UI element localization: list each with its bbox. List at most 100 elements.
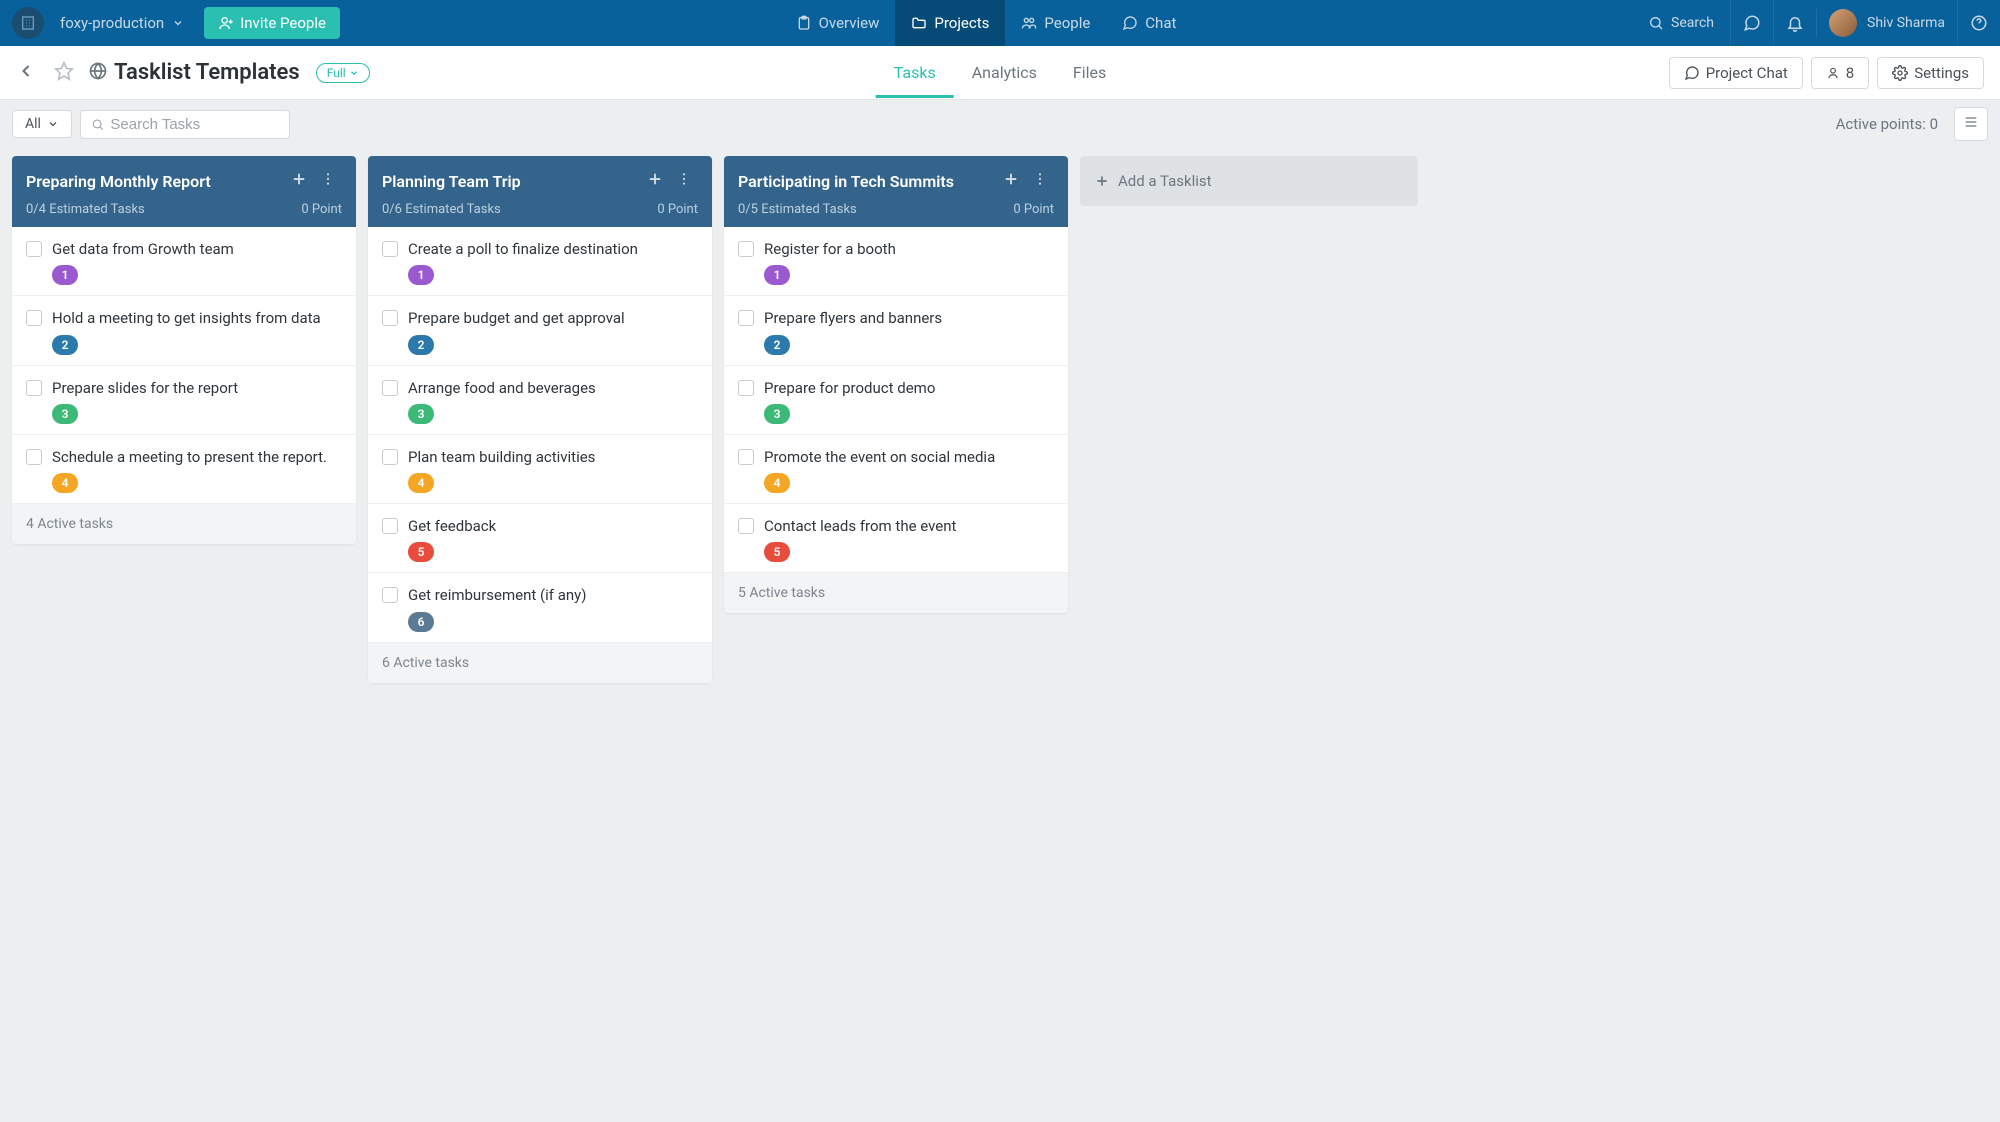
board: Preparing Monthly Report 0/4 Estimated T…	[0, 148, 2000, 707]
members-button[interactable]: 8	[1811, 57, 1869, 89]
more-vertical-icon	[676, 171, 692, 187]
active-points-value: 0	[1930, 115, 1938, 133]
task-title: Create a poll to finalize destination	[408, 239, 638, 259]
settings-button[interactable]: Settings	[1877, 57, 1984, 89]
filter-label: All	[25, 116, 41, 132]
task-order-badge: 1	[764, 265, 790, 285]
visibility-icon-wrap	[82, 61, 114, 85]
task-checkbox[interactable]	[738, 449, 754, 465]
task-card[interactable]: Arrange food and beverages 3	[368, 366, 712, 435]
task-checkbox[interactable]	[26, 449, 42, 465]
tab-files[interactable]: Files	[1055, 47, 1124, 98]
tasklist-column: Planning Team Trip 0/6 Estimated Tasks 0…	[368, 156, 712, 683]
nav-people[interactable]: People	[1005, 0, 1106, 46]
column-name: Participating in Tech Summits	[738, 172, 996, 191]
task-card[interactable]: Create a poll to finalize destination 1	[368, 227, 712, 296]
plus-icon	[1002, 170, 1020, 188]
more-vertical-icon	[1032, 171, 1048, 187]
global-search[interactable]: Search	[1632, 15, 1730, 31]
task-card[interactable]: Prepare budget and get approval 2	[368, 296, 712, 365]
task-card[interactable]: Contact leads from the event 5	[724, 504, 1068, 573]
task-card[interactable]: Prepare slides for the report 3	[12, 366, 356, 435]
nav-overview[interactable]: Overview	[780, 0, 896, 46]
plus-icon	[1094, 173, 1110, 189]
chat-icon	[1122, 15, 1138, 31]
search-icon	[1648, 15, 1664, 31]
column-more-button[interactable]	[670, 171, 698, 191]
task-title: Get reimbursement (if any)	[408, 585, 586, 605]
task-checkbox[interactable]	[26, 380, 42, 396]
task-card[interactable]: Get reimbursement (if any) 6	[368, 573, 712, 642]
plus-icon	[646, 170, 664, 188]
task-order-badge: 4	[52, 473, 78, 493]
avatar	[1829, 9, 1857, 37]
chevron-left-icon	[16, 61, 36, 81]
column-more-button[interactable]	[1026, 171, 1054, 191]
task-search[interactable]	[80, 110, 290, 139]
back-button[interactable]	[16, 61, 46, 85]
task-card[interactable]: Schedule a meeting to present the report…	[12, 435, 356, 504]
task-checkbox[interactable]	[738, 380, 754, 396]
task-card[interactable]: Prepare for product demo 3	[724, 366, 1068, 435]
filter-dropdown[interactable]: All	[12, 110, 72, 138]
tasklist-column: Preparing Monthly Report 0/4 Estimated T…	[12, 156, 356, 544]
nav-chat[interactable]: Chat	[1106, 0, 1192, 46]
gear-icon	[1892, 65, 1908, 81]
nav-projects[interactable]: Projects	[895, 0, 1005, 46]
task-checkbox[interactable]	[382, 587, 398, 603]
project-chat-button[interactable]: Project Chat	[1669, 57, 1803, 89]
task-checkbox[interactable]	[382, 449, 398, 465]
column-points: 0 Point	[657, 202, 698, 217]
task-order-badge: 1	[408, 265, 434, 285]
add-task-button[interactable]	[640, 170, 670, 192]
column-more-button[interactable]	[314, 171, 342, 191]
folder-icon	[911, 15, 927, 31]
task-checkbox[interactable]	[382, 310, 398, 326]
star-button[interactable]	[46, 61, 82, 85]
workspace-logo[interactable]	[12, 7, 44, 39]
add-tasklist-button[interactable]: Add a Tasklist	[1080, 156, 1418, 206]
task-checkbox[interactable]	[382, 241, 398, 257]
invite-people-button[interactable]: Invite People	[204, 7, 340, 39]
task-checkbox[interactable]	[26, 310, 42, 326]
view-mode-pill[interactable]: Full	[316, 63, 370, 83]
project-header: Tasklist Templates Full Tasks Analytics …	[0, 46, 2000, 100]
chevron-down-icon	[47, 118, 59, 130]
task-checkbox[interactable]	[382, 380, 398, 396]
task-title: Schedule a meeting to present the report…	[52, 447, 327, 467]
task-card[interactable]: Promote the event on social media 4	[724, 435, 1068, 504]
task-checkbox[interactable]	[738, 241, 754, 257]
tab-files-label: Files	[1073, 63, 1106, 82]
plus-icon	[290, 170, 308, 188]
column-estimated: 0/6 Estimated Tasks	[382, 202, 501, 217]
task-card[interactable]: Get data from Growth team 1	[12, 227, 356, 296]
task-card[interactable]: Register for a booth 1	[724, 227, 1068, 296]
task-checkbox[interactable]	[738, 518, 754, 534]
task-checkbox[interactable]	[738, 310, 754, 326]
task-order-badge: 2	[764, 335, 790, 355]
workspace-selector[interactable]: foxy-production	[52, 14, 192, 32]
tab-tasks[interactable]: Tasks	[876, 47, 954, 98]
board-menu-button[interactable]	[1954, 107, 1988, 141]
add-task-button[interactable]	[284, 170, 314, 192]
task-order-badge: 6	[408, 612, 434, 632]
task-card[interactable]: Hold a meeting to get insights from data…	[12, 296, 356, 365]
help-button[interactable]	[1957, 0, 2000, 46]
task-card[interactable]: Get feedback 5	[368, 504, 712, 573]
task-checkbox[interactable]	[382, 518, 398, 534]
column-cards: Create a poll to finalize destination 1 …	[368, 227, 712, 643]
task-order-badge: 4	[764, 473, 790, 493]
task-checkbox[interactable]	[26, 241, 42, 257]
person-plus-icon	[218, 15, 234, 31]
tab-analytics[interactable]: Analytics	[954, 47, 1055, 98]
task-order-badge: 2	[52, 335, 78, 355]
task-search-input[interactable]	[110, 116, 279, 133]
notifications-button[interactable]	[1773, 0, 1816, 46]
task-card[interactable]: Plan team building activities 4	[368, 435, 712, 504]
user-menu[interactable]: Shiv Sharma	[1816, 9, 1957, 37]
messages-button[interactable]	[1730, 0, 1773, 46]
column-estimated: 0/4 Estimated Tasks	[26, 202, 145, 217]
add-task-button[interactable]	[996, 170, 1026, 192]
column-name: Preparing Monthly Report	[26, 172, 284, 191]
task-card[interactable]: Prepare flyers and banners 2	[724, 296, 1068, 365]
